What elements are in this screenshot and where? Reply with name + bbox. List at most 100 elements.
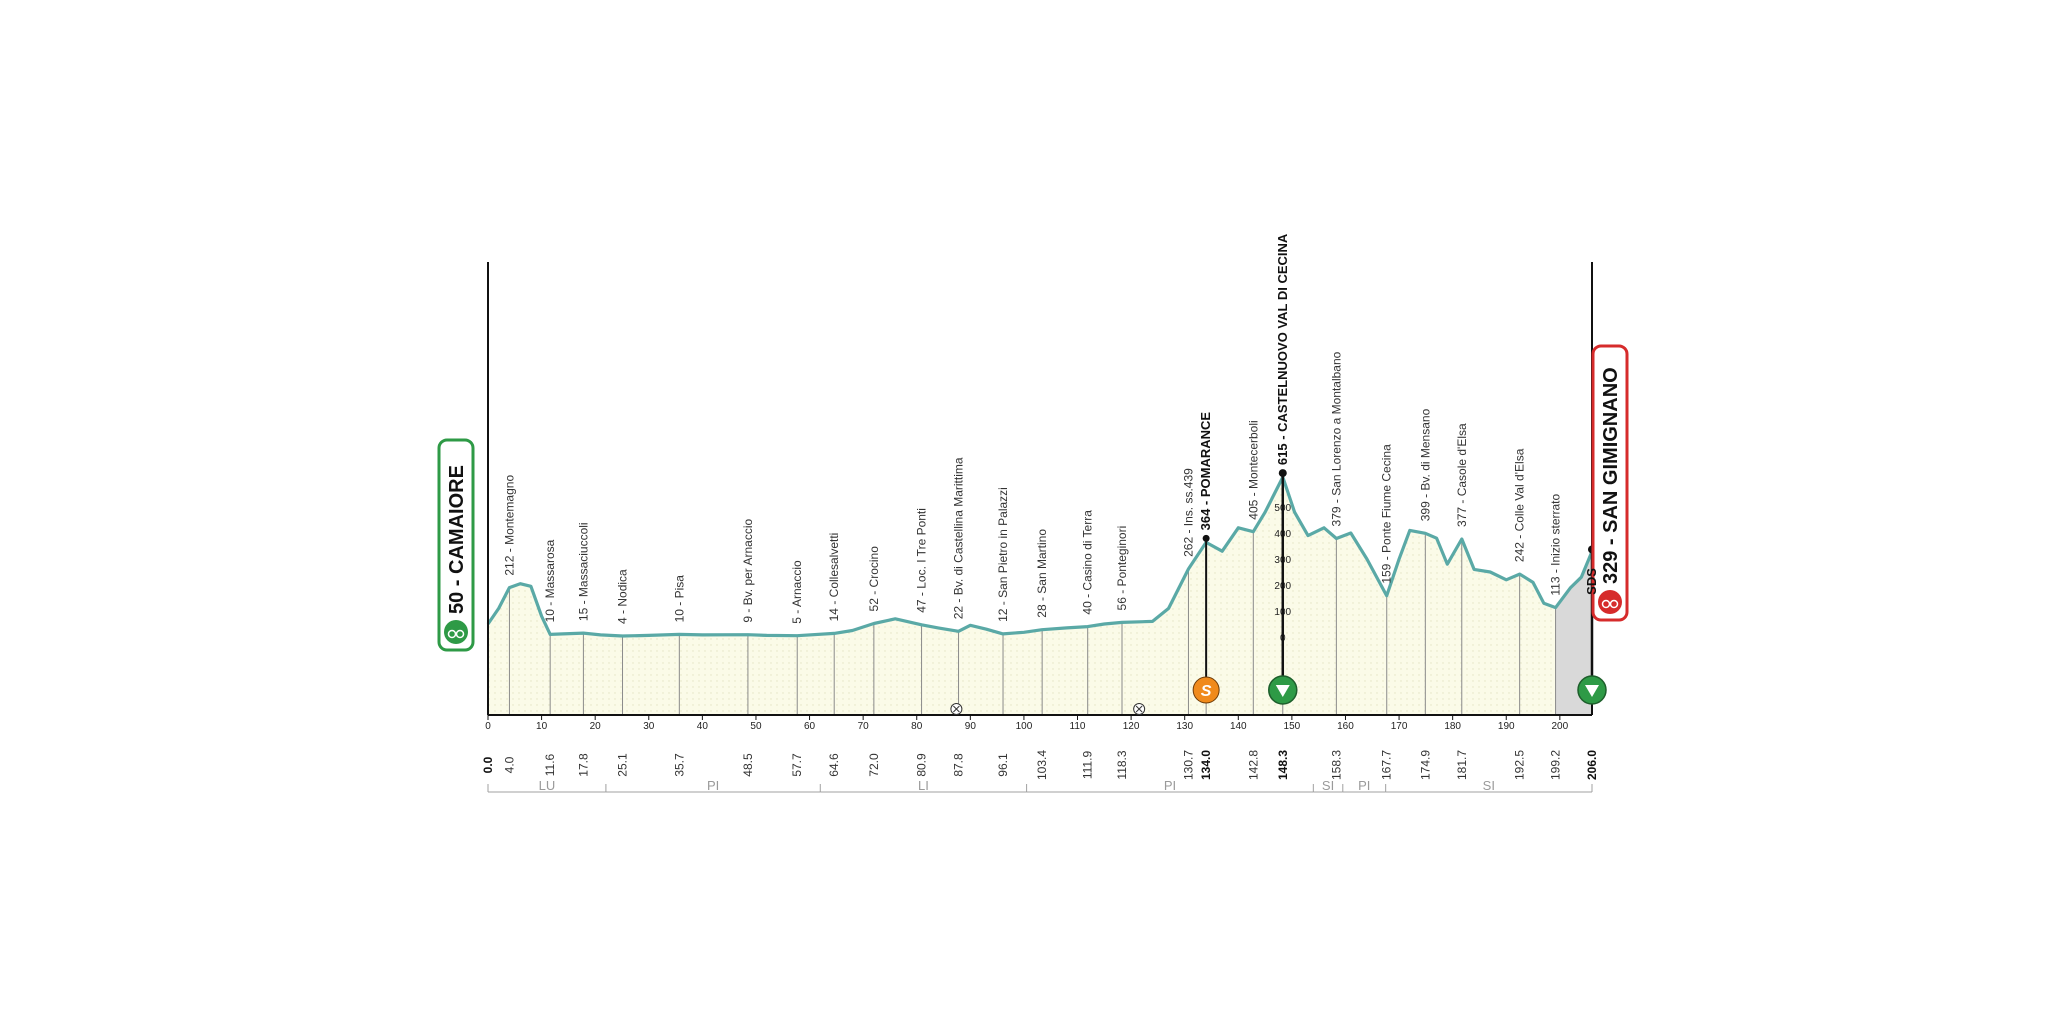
finish-badge: 329 - SAN GIMIGNANO	[1591, 344, 1629, 622]
waypoint-km-label: 72.0	[867, 753, 881, 777]
axis-tick-label: 50	[750, 721, 762, 732]
waypoint-label: 28 - San Martino	[1035, 529, 1049, 618]
province-label: PI	[707, 778, 719, 793]
start-badge-frame	[437, 438, 475, 652]
waypoint-label: 47 - Loc. I Tre Ponti	[915, 508, 929, 613]
waypoint-label: 379 - San Lorenzo a Montalbano	[1329, 351, 1343, 526]
waypoint-km-label: 130.7	[1181, 750, 1195, 780]
railway-crossing-icon	[1133, 703, 1146, 715]
axis-tick-label: 0	[485, 721, 491, 732]
waypoint-label: 52 - Crocino	[867, 546, 881, 612]
waypoint-km-label: 111.9	[1081, 751, 1095, 780]
waypoint-label: 40 - Casino di Terra	[1081, 510, 1095, 615]
axis-tick-label: 110	[1070, 721, 1086, 732]
axis-tick-label: 190	[1498, 721, 1515, 732]
waypoint-label: 9 - Bv. per Arnaccio	[741, 519, 755, 623]
axis-tick-label: 140	[1230, 721, 1247, 732]
waypoint-km-label: 0.0	[481, 756, 495, 773]
waypoint-km-label: 199.2	[1549, 750, 1563, 780]
axis-tick-label: 150	[1284, 721, 1301, 732]
waypoint-km-label: 206.0	[1585, 750, 1599, 780]
waypoint-label: 377 - Casole d'Elsa	[1455, 423, 1469, 527]
waypoint-km-label: 17.8	[576, 753, 590, 777]
start-bike-icon-wheel	[447, 629, 457, 639]
axis-tick-label: 40	[697, 721, 709, 732]
sprint-icon	[1192, 676, 1220, 704]
start-badge: 50 - CAMAIORE	[437, 438, 475, 652]
waypoint-label: 212 - Montemagno	[502, 475, 516, 576]
waypoint-label: 14 - Collesalvetti	[827, 533, 841, 622]
province-label: SI	[1322, 778, 1334, 793]
sds-gravel-area	[1555, 551, 1592, 715]
axis-tick-label: 20	[590, 721, 602, 732]
profile-line	[486, 475, 1594, 638]
waypoint-label: 5 - Arnaccio	[790, 560, 804, 624]
waypoint-label: 10 - Pisa	[672, 575, 686, 623]
waypoint-km-label: 48.5	[741, 753, 755, 777]
axis-tick-label: 30	[643, 721, 655, 732]
waypoint-km-label: 35.7	[672, 753, 686, 777]
start-bike-icon	[444, 620, 468, 644]
railway-crossing-icon-cross	[953, 705, 960, 713]
waypoint-label: 113 - Inizio sterrato	[1549, 493, 1563, 595]
waypoint-label: 615 - CASTELNUOVO VAL DI CECINA	[1275, 233, 1290, 465]
axis-tick-label: 100	[1016, 721, 1033, 732]
waypoint-km-label: 167.7	[1380, 750, 1394, 780]
waypoint-km-label: 57.7	[790, 753, 804, 777]
province-label: PI	[1164, 778, 1176, 793]
waypoint-km-label: 118.3	[1115, 750, 1129, 779]
province-label: LI	[918, 778, 929, 793]
waypoint-label: 405 - Montecerboli	[1246, 420, 1260, 519]
waypoint-km-label: 96.1	[996, 753, 1010, 777]
waypoint-label: 22 - Bv. di Castellina Marittima	[952, 457, 966, 619]
province-label: LU	[539, 778, 556, 793]
axis-tick-label: 160	[1337, 721, 1354, 732]
waypoint-label: 56 - Ponteginori	[1115, 526, 1129, 611]
waypoint-km-label: 174.9	[1418, 750, 1432, 780]
axis-tick-label: 170	[1391, 721, 1408, 732]
finish-badge-frame	[1591, 344, 1629, 622]
waypoint-km-label: 11.6	[543, 753, 557, 776]
axis-tick-label: 60	[804, 721, 816, 732]
waypoint-label: 159 - Ponte Fiume Cecina	[1380, 444, 1394, 584]
waypoint-km-label: 4.0	[502, 756, 516, 773]
axis-tick-label: 180	[1444, 721, 1461, 732]
waypoint-km-label: 80.9	[915, 753, 929, 777]
start-bike-icon-wheel	[455, 629, 465, 639]
waypoint-label: 242 - Colle Val d'Elsa	[1513, 448, 1527, 562]
waypoint-label: 399 - Bv. di Mensano	[1418, 408, 1432, 521]
profile-area	[488, 477, 1592, 715]
sprint-icon-label: S	[1201, 683, 1212, 700]
axis-tick-label: 70	[858, 721, 870, 732]
railway-crossing-icon	[950, 703, 963, 715]
waypoint-km-label: 87.8	[952, 753, 966, 777]
feed-zone-pole-dot	[1278, 469, 1287, 478]
feed-zone-icon-arrow	[1275, 685, 1290, 697]
axis-tick-label: 90	[965, 721, 977, 732]
finish-bike-icon	[1598, 590, 1622, 614]
waypoint-km-label: 103.4	[1035, 750, 1049, 780]
start-badge-title: 50 - CAMAIORE	[446, 465, 468, 614]
waypoint-km-label: 148.3	[1276, 750, 1290, 780]
waypoint-label: 262 - Ins. ss.439	[1181, 468, 1195, 557]
finish-bike-icon-wheel	[1609, 599, 1619, 609]
sds-label: SDS	[1584, 568, 1599, 595]
waypoint-label: 364 - POMARANCE	[1198, 412, 1213, 531]
waypoint-km-label: 181.7	[1455, 750, 1469, 780]
waypoint-km-label: 142.8	[1246, 750, 1260, 780]
waypoint-km-label: 25.1	[616, 753, 630, 777]
axis-tick-label: 80	[911, 721, 923, 732]
waypoint-km-label: 64.6	[827, 753, 841, 777]
waypoint-label: 4 - Nodica	[616, 569, 630, 624]
railway-crossing-icon-cross	[1135, 705, 1143, 713]
axis-tick-label: 10	[536, 721, 548, 732]
waypoint-km-label: 158.3	[1329, 750, 1343, 780]
waypoint-km-label: 192.5	[1513, 750, 1527, 780]
province-label: SI	[1483, 778, 1495, 793]
finish-badge-title: 329 - SAN GIMIGNANO	[1600, 367, 1622, 584]
waypoint-label: 12 - San Pietro in Palazzi	[996, 487, 1010, 622]
waypoint-km-label: 134.0	[1199, 750, 1213, 780]
axis-tick-label: 130	[1176, 721, 1193, 732]
